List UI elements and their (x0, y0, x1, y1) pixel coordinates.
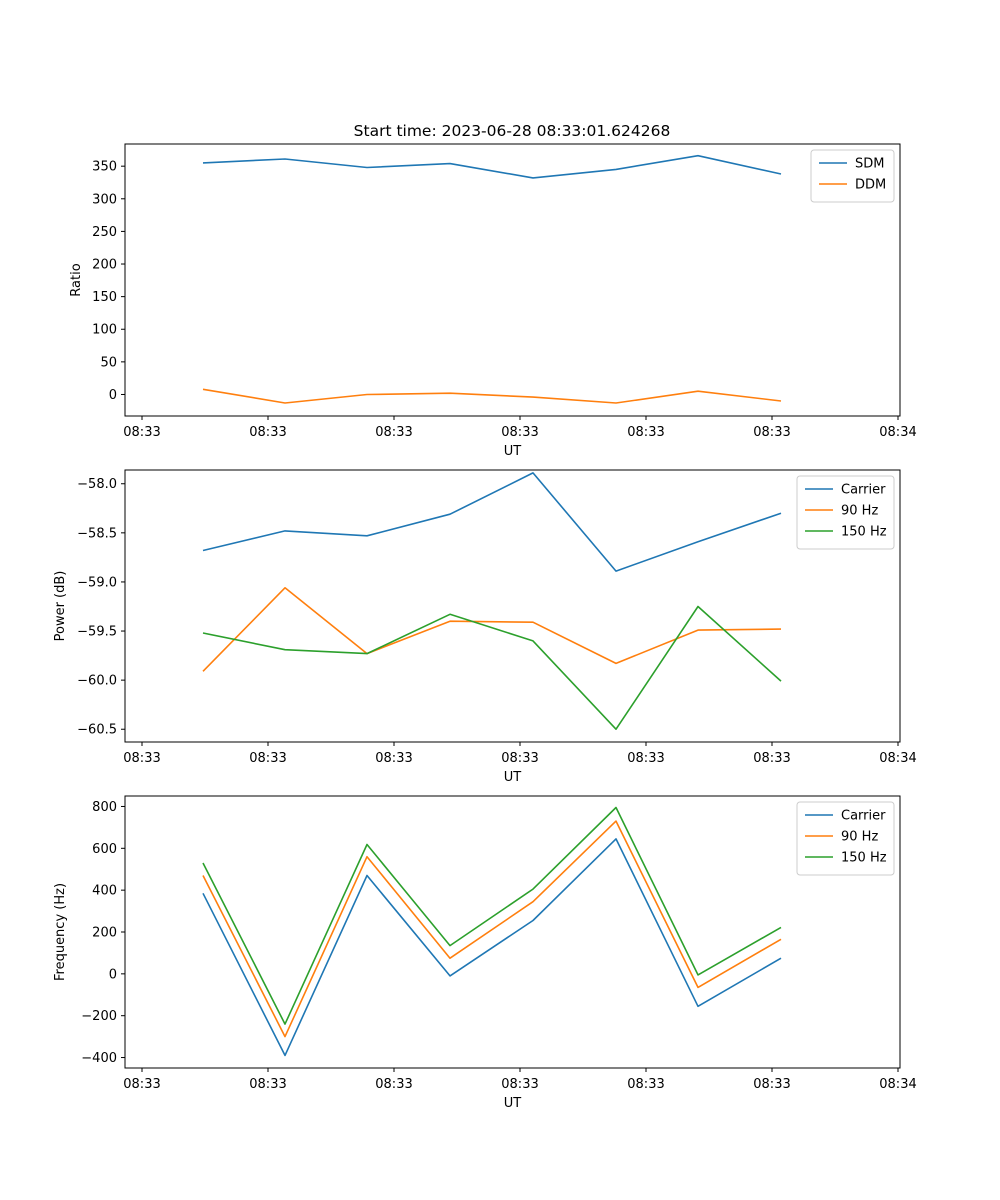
series-line-150-hz (202, 605, 782, 731)
y-tick-label: −59.0 (77, 575, 117, 590)
x-tick-label: 08:33 (501, 751, 538, 766)
y-tick-label: −59.5 (77, 625, 117, 640)
x-tick-label: 08:34 (879, 1077, 916, 1092)
axes-frame (124, 469, 901, 743)
y-axis-label: Ratio (69, 263, 84, 296)
series-line-sdm (202, 154, 782, 179)
legend-label: Carrier (841, 483, 886, 498)
y-axis-label: Frequency (Hz) (53, 883, 68, 981)
x-tick-label: 08:33 (753, 751, 790, 766)
x-tick-label: 08:33 (123, 751, 160, 766)
chart-panel-3: 08:33 08:33 08:33 08:33 08:33 08:33 08:34 −400 −… (53, 795, 917, 1111)
figure-title: Start time: 2023-06-28 08:33:01.624268 (354, 122, 671, 140)
y-tick-label: 400 (92, 884, 117, 899)
y-tick-label: −58.0 (77, 477, 117, 492)
y-axis-label: Power (dB) (53, 571, 68, 642)
y-tick-label: 150 (92, 290, 117, 305)
chart-panel-2: 08:33 08:33 08:33 08:33 08:33 08:33 08:34 −60.5… (53, 469, 917, 785)
y-tick-label: 50 (100, 355, 117, 370)
series-line-ddm (202, 388, 782, 404)
series-line-150-hz (202, 806, 782, 1025)
x-tick-label: 08:33 (249, 1077, 286, 1092)
legend-label: SDM (855, 157, 884, 172)
y-tick-label: −200 (81, 1009, 117, 1024)
x-tick-label: 08:33 (249, 751, 286, 766)
x-tick-label: 08:34 (879, 425, 916, 440)
y-tick-label: −400 (81, 1051, 117, 1066)
y-tick-label: 100 (92, 323, 117, 338)
y-tick-label: 0 (109, 967, 117, 982)
y-tick-label: 200 (92, 258, 117, 273)
legend-label: DDM (855, 178, 886, 193)
x-tick-label: 08:33 (375, 425, 412, 440)
x-tick-label: 08:33 (753, 1077, 790, 1092)
x-tick-label: 08:33 (627, 751, 664, 766)
y-tick-label: −60.5 (77, 723, 117, 738)
x-tick-label: 08:33 (123, 1077, 160, 1092)
x-tick-label: 08:33 (627, 1077, 664, 1092)
y-tick-label: 300 (92, 192, 117, 207)
legend-label: 150 Hz (841, 525, 887, 540)
y-tick-label: 600 (92, 842, 117, 857)
series-line-carrier (202, 472, 782, 572)
legend-label: Carrier (841, 809, 886, 824)
x-axis-label: UT (504, 444, 522, 459)
axes-frame (124, 795, 901, 1069)
legend: Carrier 90 Hz 150 Hz (796, 475, 895, 550)
series-line-90-hz (202, 586, 782, 672)
series-line-90-hz (202, 820, 782, 1038)
legend-label: 90 Hz (841, 504, 878, 519)
x-tick-label: 08:33 (501, 425, 538, 440)
x-tick-label: 08:34 (879, 751, 916, 766)
x-tick-label: 08:33 (501, 1077, 538, 1092)
x-tick-label: 08:33 (375, 1077, 412, 1092)
x-tick-label: 08:33 (753, 425, 790, 440)
x-tick-label: 08:33 (375, 751, 412, 766)
x-tick-label: 08:33 (249, 425, 286, 440)
y-tick-label: −58.5 (77, 526, 117, 541)
y-tick-label: 800 (92, 800, 117, 815)
x-tick-label: 08:33 (627, 425, 664, 440)
legend-label: 90 Hz (841, 830, 878, 845)
x-axis-label: UT (504, 770, 522, 785)
y-tick-label: 0 (109, 388, 117, 403)
y-tick-label: 250 (92, 225, 117, 240)
y-tick-label: −60.0 (77, 674, 117, 689)
x-tick-label: 08:33 (123, 425, 160, 440)
y-tick-label: 200 (92, 926, 117, 941)
axes-frame (124, 143, 901, 417)
x-axis-label: UT (504, 1096, 522, 1111)
series-line-carrier (202, 838, 782, 1057)
legend: SDM DDM (810, 149, 895, 203)
legend-label: 150 Hz (841, 851, 887, 866)
y-tick-label: 350 (92, 160, 117, 175)
legend: Carrier 90 Hz 150 Hz (796, 801, 895, 876)
chart-panel-1: 08:33 08:33 08:33 08:33 08:33 08:33 08:34 0 50 10… (69, 143, 917, 459)
